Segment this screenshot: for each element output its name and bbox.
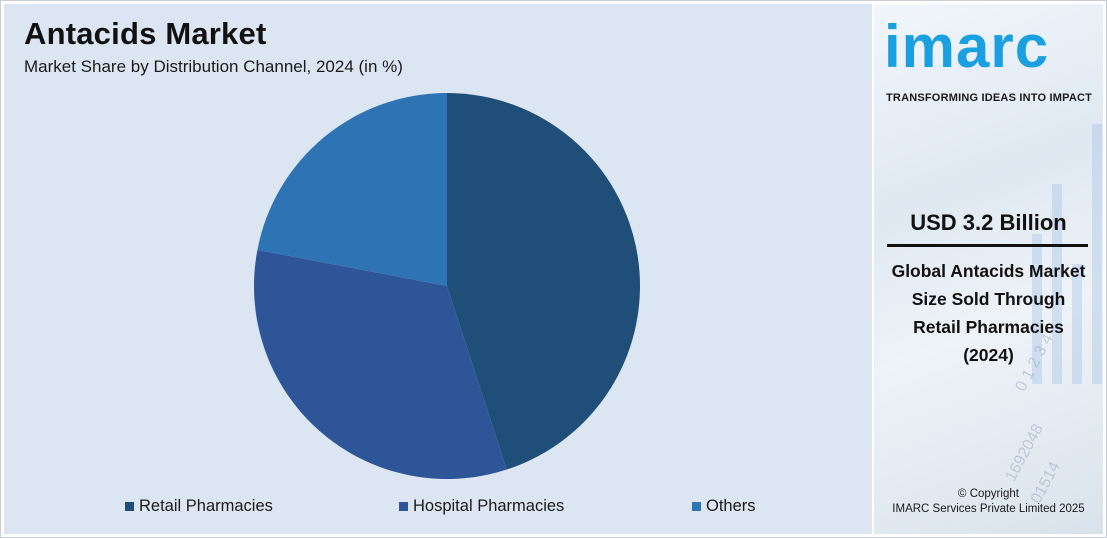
pie-chart <box>253 92 640 479</box>
legend-swatch-retail-pharmacies <box>125 502 134 511</box>
pie-slice-others <box>257 92 447 286</box>
chart-subtitle: Market Share by Distribution Channel, 20… <box>24 57 403 76</box>
description-line: Global Antacids Market <box>891 261 1086 281</box>
legend-label-hospital-pharmacies: Hospital Pharmacies <box>413 497 565 515</box>
decorative-bar <box>1032 234 1042 384</box>
legend-label-retail-pharmacies: Retail Pharmacies <box>139 497 273 515</box>
chart-panel: Antacids Market Market Share by Distribu… <box>4 4 872 534</box>
imarc-logo: imarc <box>884 13 1050 80</box>
legend-item-others: Others <box>692 497 756 516</box>
pie-slice-retail-pharmacies <box>447 93 640 470</box>
decorative-bar <box>1072 264 1082 384</box>
description-line: (2024) <box>963 345 1014 365</box>
chart-title: Antacids Market <box>24 16 267 51</box>
description-line: Retail Pharmacies <box>913 317 1064 337</box>
copyright-line: © Copyright <box>958 488 1019 500</box>
divider <box>887 244 1088 247</box>
legend-item-retail-pharmacies: Retail Pharmacies <box>125 497 273 516</box>
copyright-line: IMARC Services Private Limited 2025 <box>892 503 1085 515</box>
legend-swatch-hospital-pharmacies <box>399 502 408 511</box>
legend-swatch-others <box>692 502 701 511</box>
decorative-bar <box>1092 124 1102 384</box>
copyright: © Copyright IMARC Services Private Limit… <box>874 487 1103 517</box>
legend-label-others: Others <box>706 497 756 515</box>
description-line: Size Sold Through <box>911 289 1066 309</box>
pie-slice-hospital-pharmacies <box>253 249 507 479</box>
info-sidebar: 1692048 01514 0 1 2 3 4 imarc TRANSFORMI… <box>874 4 1103 534</box>
legend-item-hospital-pharmacies: Hospital Pharmacies <box>399 497 564 516</box>
market-size-description: Global Antacids Market Size Sold Through… <box>874 257 1103 369</box>
decorative-bar <box>1052 184 1062 384</box>
logo-tagline: TRANSFORMING IDEAS INTO IMPACT <box>886 92 1093 104</box>
market-size-value: USD 3.2 Billion <box>910 210 1067 235</box>
